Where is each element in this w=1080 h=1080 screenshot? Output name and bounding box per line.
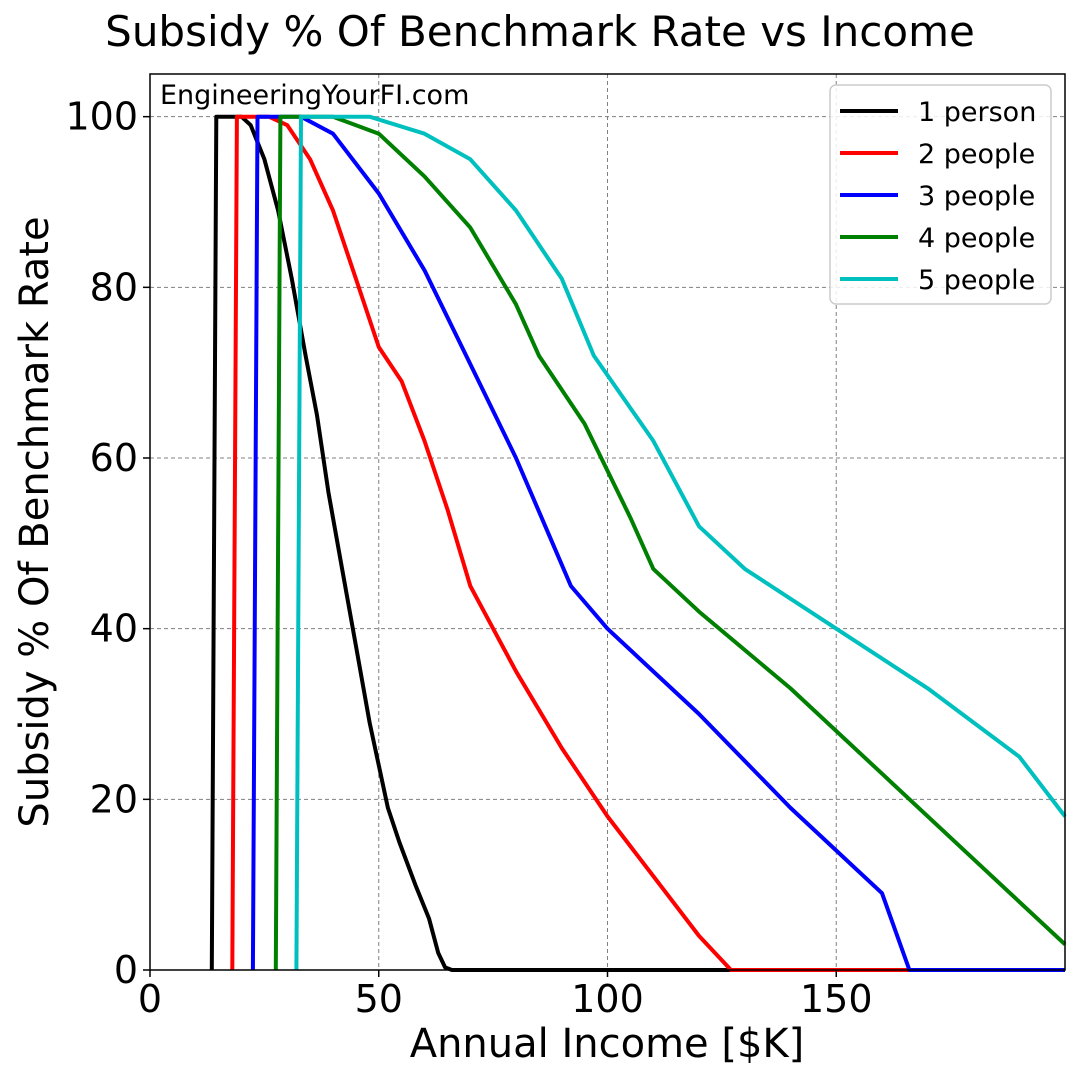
legend-label: 3 people <box>918 181 1035 212</box>
y-axis-label: Subsidy % Of Benchmark Rate <box>12 216 58 827</box>
y-tick-label: 100 <box>65 95 138 139</box>
series-line-3 <box>250 114 1065 972</box>
x-tick-label: 0 <box>138 977 162 1021</box>
legend-label: 5 people <box>918 265 1035 296</box>
legend-label: 4 people <box>918 223 1035 254</box>
legend: 1 person 2 people 3 people 4 people 5 people <box>829 84 1052 305</box>
series-lines <box>209 114 1067 972</box>
y-tick-label: 40 <box>90 607 138 651</box>
y-axis-ticks: 0 20 40 60 80 100 <box>65 95 150 992</box>
y-tick-label: 60 <box>90 436 138 480</box>
y-tick-label: 20 <box>90 777 138 821</box>
x-axis-label: Annual Income [$K] <box>410 1021 805 1067</box>
x-tick-label: 100 <box>571 977 644 1021</box>
legend-box <box>829 84 1052 305</box>
watermark-text: EngineeringYourFI.com <box>160 80 469 111</box>
series-line-5 <box>294 114 1067 971</box>
x-tick-label: 150 <box>800 977 873 1021</box>
x-axis-ticks: 0 50 100 150 <box>138 970 873 1021</box>
chart-title: Subsidy % Of Benchmark Rate vs Income <box>105 7 975 56</box>
series-line-4 <box>273 114 1067 971</box>
legend-label: 2 people <box>918 139 1035 170</box>
y-tick-label: 80 <box>90 265 138 309</box>
series-line-2 <box>230 114 1065 972</box>
series-line-1 <box>209 114 1065 972</box>
y-tick-label: 0 <box>114 948 138 992</box>
x-tick-label: 50 <box>355 977 403 1021</box>
legend-label: 1 person <box>918 97 1036 128</box>
